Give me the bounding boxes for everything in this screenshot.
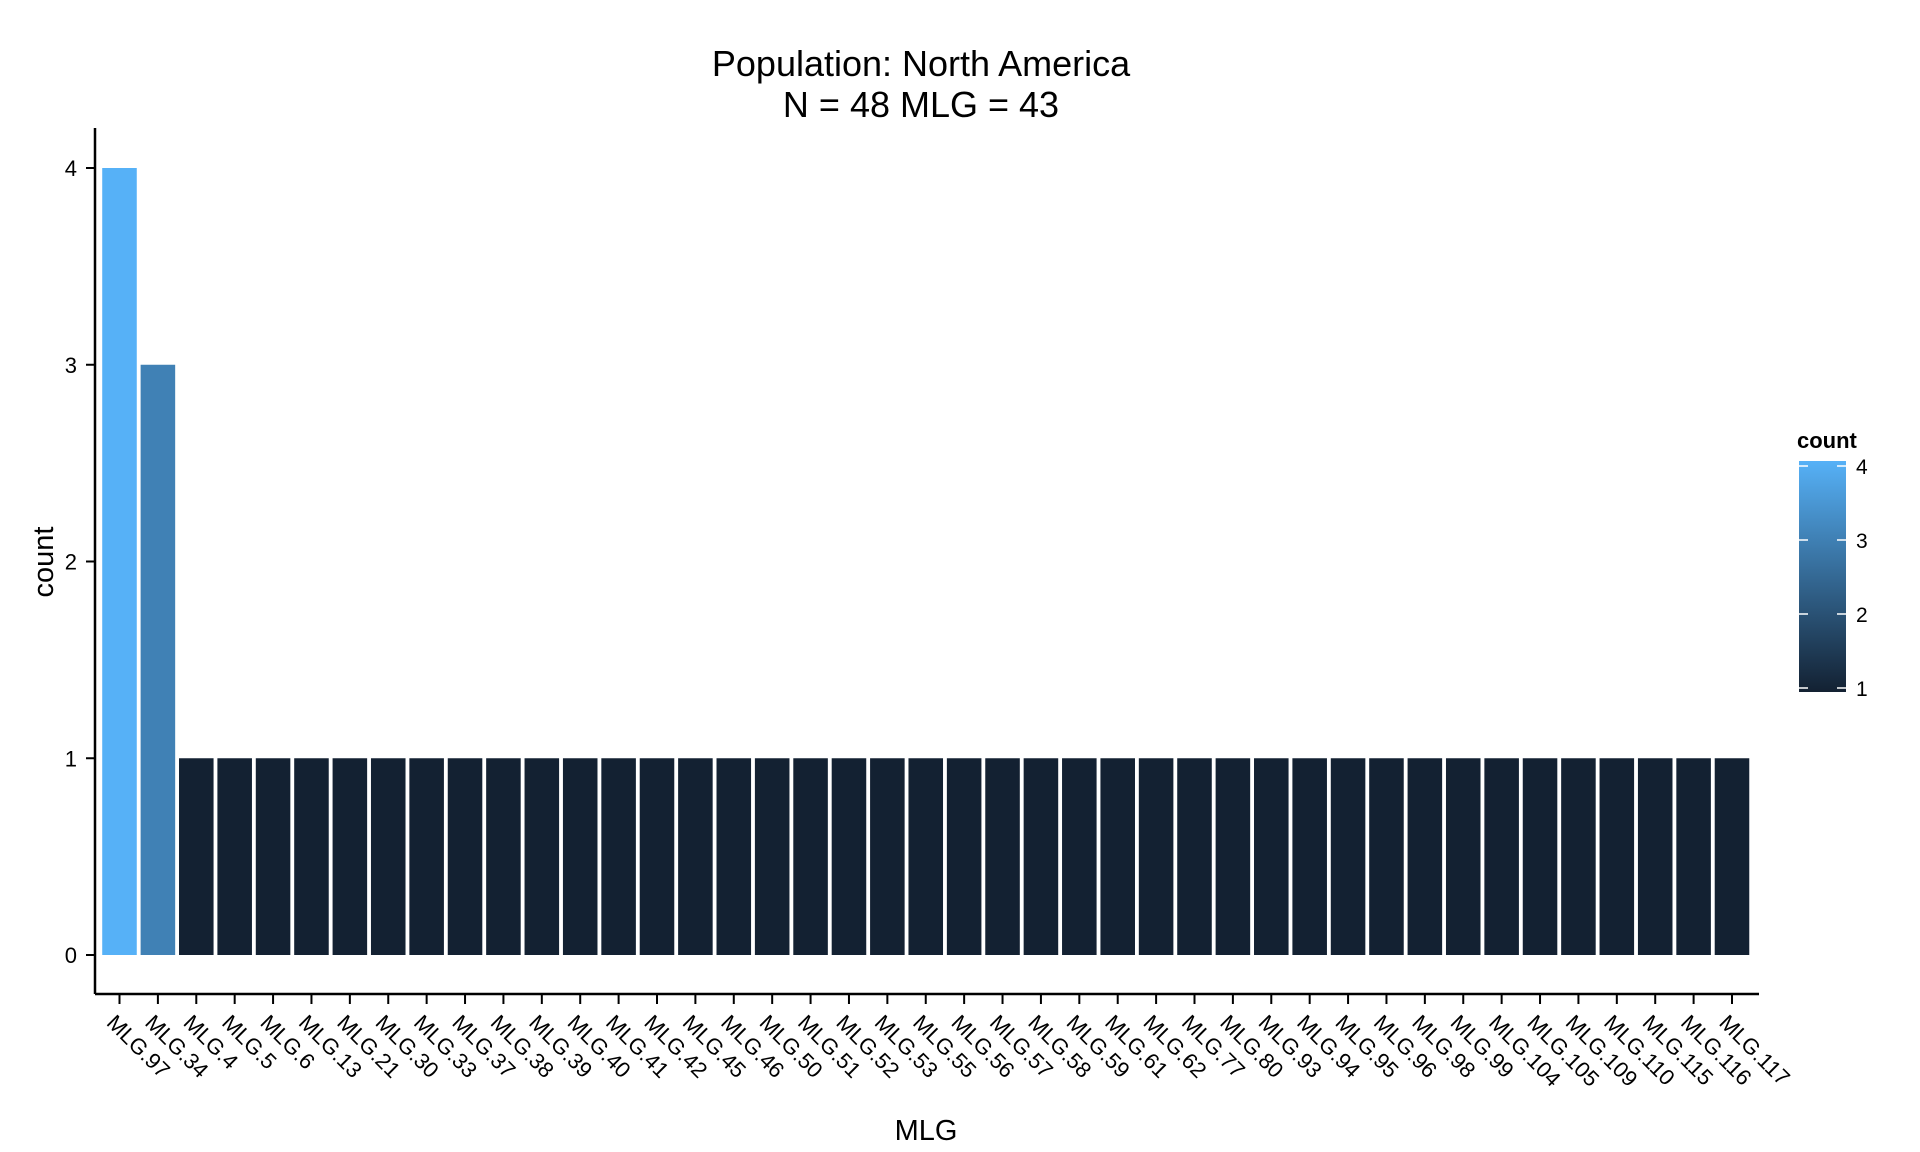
x-axis-ticks: MLG.97MLG.34MLG.4MLG.5MLG.6MLG.13MLG.21M… — [102, 995, 1795, 1092]
bar-MLG.104 — [1484, 758, 1519, 955]
bar-MLG.46 — [716, 758, 752, 955]
bar-MLG.52 — [831, 758, 867, 955]
bar-MLG.5 — [217, 758, 252, 955]
bar-MLG.45 — [678, 758, 713, 955]
bar-MLG.56 — [946, 758, 982, 955]
bar-MLG.99 — [1445, 758, 1481, 955]
legend-colorbar — [1799, 461, 1846, 692]
bar-MLG.117 — [1714, 758, 1750, 955]
bar-MLG.30 — [370, 758, 406, 955]
bars-group — [102, 168, 1750, 955]
y-axis-ticks: 0 1 2 3 4 — [65, 156, 95, 968]
legend-label: 3 — [1856, 530, 1868, 553]
bar-MLG.110 — [1599, 758, 1635, 955]
y-tick-label: 0 — [65, 943, 77, 968]
bar-MLG.21 — [332, 758, 368, 955]
bar-MLG.105 — [1522, 758, 1558, 955]
bar-MLG.42 — [639, 758, 675, 955]
bar-MLG.39 — [524, 758, 560, 955]
bar-MLG.38 — [486, 758, 521, 955]
bar-MLG.50 — [754, 758, 790, 955]
bar-MLG.95 — [1330, 758, 1366, 955]
bar-MLG.4 — [179, 758, 214, 955]
chart-title-line1: Population: North America — [712, 43, 1131, 84]
legend: count 4 3 2 1 — [1797, 428, 1868, 701]
bar-MLG.13 — [294, 758, 329, 955]
bar-MLG.61 — [1100, 758, 1135, 955]
bar-MLG.53 — [870, 758, 905, 955]
y-axis-title: count — [28, 527, 60, 598]
bar-MLG.6 — [255, 758, 291, 955]
bar-MLG.55 — [908, 758, 944, 955]
bar-MLG.33 — [409, 758, 444, 955]
bar-MLG.94 — [1292, 758, 1327, 955]
bar-MLG.41 — [601, 758, 636, 955]
legend-ticks: 4 3 2 1 — [1799, 456, 1868, 701]
bar-MLG.57 — [985, 758, 1020, 955]
bar-MLG.51 — [793, 758, 828, 955]
bar-MLG.34 — [140, 364, 176, 955]
legend-label: 4 — [1856, 456, 1868, 479]
y-tick-label: 3 — [65, 353, 77, 378]
x-axis-title: MLG — [895, 1115, 958, 1147]
chart-title-line2: N = 48 MLG = 43 — [783, 84, 1059, 125]
bar-MLG.96 — [1369, 758, 1404, 955]
bar-MLG.58 — [1023, 758, 1059, 955]
y-tick-label: 2 — [65, 550, 77, 575]
legend-label: 1 — [1856, 678, 1868, 701]
bar-MLG.93 — [1254, 758, 1289, 955]
bar-MLG.116 — [1676, 758, 1711, 955]
bar-MLG.40 — [562, 758, 598, 955]
bar-MLG.97 — [102, 168, 137, 955]
bar-MLG.62 — [1138, 758, 1174, 955]
y-tick-label: 1 — [65, 746, 77, 771]
bar-MLG.98 — [1407, 758, 1443, 955]
legend-title: count — [1797, 428, 1858, 453]
y-tick-label: 4 — [65, 156, 77, 181]
bar-MLG.37 — [447, 758, 483, 955]
legend-label: 2 — [1856, 604, 1868, 627]
bar-MLG.77 — [1177, 758, 1212, 955]
bar-MLG.80 — [1215, 758, 1251, 955]
bar-MLG.109 — [1561, 758, 1596, 955]
bar-MLG.115 — [1637, 758, 1673, 955]
bar-MLG.59 — [1062, 758, 1097, 955]
